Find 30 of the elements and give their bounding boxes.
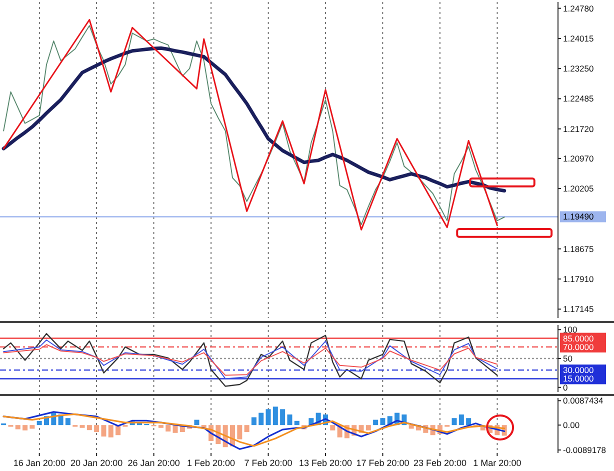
y-tick-label: 1.24015 (563, 33, 594, 44)
y-tick-label: -0.0089178 (563, 444, 606, 455)
x-tick-label: 20 Jan 20:00 (70, 458, 123, 468)
x-tick-label: 13 Feb 20:00 (298, 458, 352, 468)
y-tick-label: 1.17910 (563, 274, 594, 284)
y-tick-label: 0.00 (563, 420, 580, 430)
y-tick-label: 1.20205 (563, 184, 594, 194)
ref-line-label: 85.0000 (563, 333, 594, 344)
y-tick-label: 0.0087434 (563, 396, 604, 406)
y-tick-label: 1.21720 (563, 124, 594, 134)
x-tick-label: 17 Feb 20:00 (356, 458, 410, 468)
x-tick-label: 1 Feb 20:00 (187, 458, 236, 468)
y-tick-label: 1.20970 (563, 153, 594, 164)
ref-line-label: 70.0000 (563, 342, 594, 352)
x-tick-label: 1 Mar 20:00 (473, 458, 522, 468)
y-tick-label: 50 (563, 353, 573, 364)
ref-line-label: 1.19490 (563, 212, 594, 222)
x-tick-label: 16 Jan 20:00 (13, 458, 66, 468)
ref-line-label: 30.0000 (563, 365, 594, 376)
x-tick-label: 23 Feb 20:00 (413, 458, 466, 468)
y-tick-label: 0 (563, 382, 568, 392)
x-tick-label: 26 Jan 20:00 (128, 458, 180, 468)
y-tick-label: 1.18675 (563, 244, 594, 254)
y-tick-label: 100 (563, 324, 578, 335)
y-tick-label: 1.22485 (563, 94, 594, 104)
y-tick-label: 1.23250 (563, 64, 594, 74)
ref-line-label: 15.0000 (563, 374, 594, 384)
x-tick-label: 7 Feb 20:00 (244, 458, 292, 468)
y-tick-label: 1.17145 (563, 304, 594, 314)
y-tick-label: 1.24780 (563, 3, 594, 14)
